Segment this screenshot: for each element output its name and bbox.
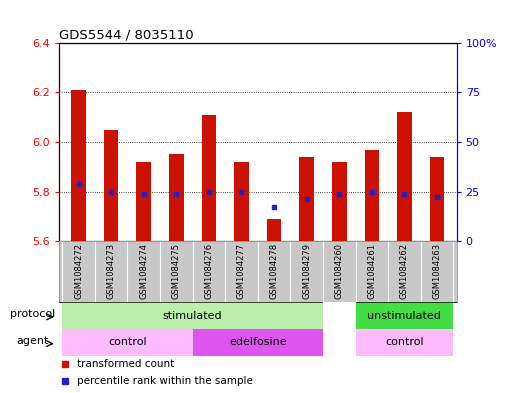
Text: GDS5544 / 8035110: GDS5544 / 8035110 <box>59 29 193 42</box>
Bar <box>365 149 379 241</box>
Text: unstimulated: unstimulated <box>367 310 441 321</box>
Bar <box>323 302 356 329</box>
Text: control: control <box>385 337 424 347</box>
Bar <box>430 157 444 241</box>
Bar <box>136 162 151 241</box>
Text: GSM1084260: GSM1084260 <box>335 243 344 299</box>
Bar <box>267 219 282 241</box>
Bar <box>397 112 412 241</box>
Text: GSM1084263: GSM1084263 <box>432 243 442 299</box>
Bar <box>192 329 323 356</box>
Text: GSM1084273: GSM1084273 <box>107 243 115 299</box>
Text: GSM1084274: GSM1084274 <box>139 243 148 299</box>
Text: GSM1084262: GSM1084262 <box>400 243 409 299</box>
Bar <box>104 130 119 241</box>
Bar <box>299 157 314 241</box>
Text: control: control <box>108 337 147 347</box>
Bar <box>62 329 192 356</box>
Text: edelfosine: edelfosine <box>229 337 287 347</box>
Text: protocol: protocol <box>10 309 55 319</box>
Bar <box>202 115 216 241</box>
Bar <box>71 90 86 241</box>
Bar <box>323 329 356 356</box>
Text: GSM1084261: GSM1084261 <box>367 243 377 299</box>
Bar <box>234 162 249 241</box>
Text: GSM1084275: GSM1084275 <box>172 243 181 299</box>
Text: GSM1084276: GSM1084276 <box>204 243 213 299</box>
Text: GSM1084279: GSM1084279 <box>302 243 311 299</box>
Text: agent: agent <box>16 336 49 346</box>
Text: GSM1084272: GSM1084272 <box>74 243 83 299</box>
Text: percentile rank within the sample: percentile rank within the sample <box>77 376 253 386</box>
Text: transformed count: transformed count <box>77 359 174 369</box>
Text: GSM1084277: GSM1084277 <box>237 243 246 299</box>
Bar <box>332 162 347 241</box>
Bar <box>356 329 453 356</box>
Bar <box>62 302 323 329</box>
Text: GSM1084278: GSM1084278 <box>269 243 279 299</box>
Bar <box>169 154 184 241</box>
Text: stimulated: stimulated <box>163 310 223 321</box>
Bar <box>356 302 453 329</box>
